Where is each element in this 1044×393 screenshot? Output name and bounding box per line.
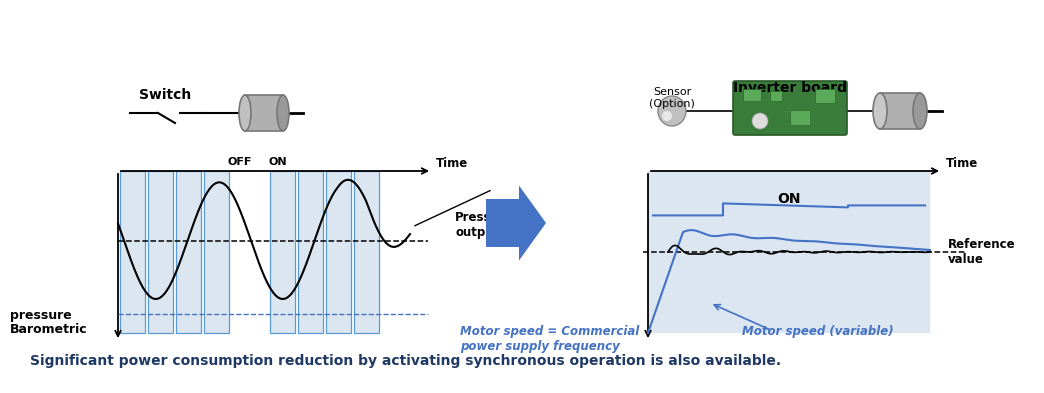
Bar (204, 171, 229, 333)
Bar (815, 89, 835, 103)
Text: pressure: pressure (10, 309, 72, 322)
Bar (743, 89, 761, 101)
Ellipse shape (662, 111, 672, 121)
Bar (176, 171, 201, 333)
Text: OFF: OFF (228, 157, 253, 167)
Text: Time: Time (436, 157, 469, 170)
Text: Reference
value: Reference value (948, 238, 1016, 266)
Bar (880, 93, 920, 129)
Ellipse shape (752, 113, 768, 129)
Bar (298, 171, 323, 333)
Bar (790, 110, 810, 125)
Ellipse shape (658, 96, 686, 126)
Text: Pressure
output: Pressure output (455, 211, 514, 239)
Bar (648, 171, 930, 333)
Bar (270, 171, 295, 333)
Bar (770, 91, 782, 101)
Text: ON: ON (777, 191, 801, 206)
Ellipse shape (239, 95, 251, 131)
Polygon shape (487, 185, 546, 261)
Text: Switch: Switch (139, 88, 191, 102)
Bar (120, 171, 145, 333)
FancyBboxPatch shape (733, 81, 847, 135)
Text: Sensor
(Option): Sensor (Option) (649, 87, 695, 108)
Bar (148, 171, 173, 333)
Text: ON: ON (268, 157, 287, 167)
Text: Motor speed = Commercial
power supply frequency: Motor speed = Commercial power supply fr… (460, 325, 639, 353)
Ellipse shape (914, 93, 927, 129)
Text: Inverter board: Inverter board (733, 81, 847, 95)
Text: Time: Time (946, 157, 978, 170)
Text: Barometric: Barometric (10, 323, 88, 336)
Ellipse shape (873, 93, 887, 129)
Ellipse shape (277, 95, 289, 131)
Text: Motor speed (variable): Motor speed (variable) (742, 325, 894, 338)
Text: Significant power consumption reduction by activating synchronous operation is a: Significant power consumption reduction … (30, 354, 781, 368)
Bar (245, 95, 283, 131)
Bar (326, 171, 351, 333)
Bar (354, 171, 379, 333)
